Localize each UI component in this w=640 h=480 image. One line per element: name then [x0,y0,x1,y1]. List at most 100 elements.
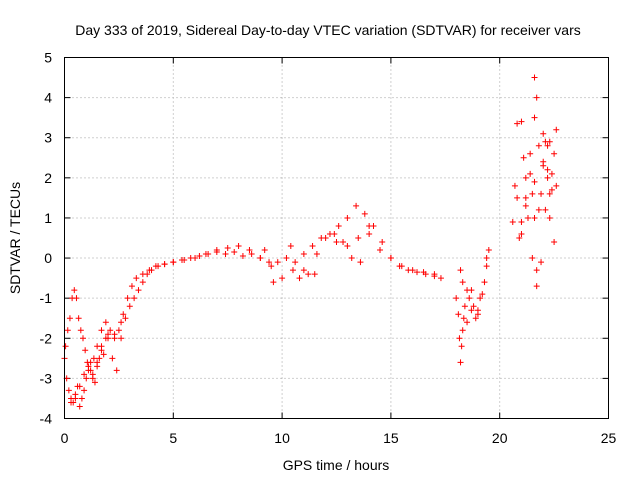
data-point [544,174,551,181]
data-point [514,194,521,201]
data-point [87,367,94,374]
data-point [553,182,560,189]
data-point [335,222,342,229]
data-point [457,359,464,366]
data-point [520,154,527,161]
data-point [514,120,521,127]
data-point [531,74,538,81]
data-point [458,343,465,350]
data-point [529,255,536,262]
data-point [522,194,529,201]
data-point [531,114,538,121]
data-point [170,259,177,266]
data-point [202,251,209,258]
data-point [474,311,481,318]
data-point [124,295,131,302]
data-point [79,335,86,342]
data-point [289,267,296,274]
y-tick-label: 1 [44,210,52,226]
data-point [72,395,79,402]
data-point [266,259,273,266]
data-point [551,150,558,157]
data-point [90,355,97,362]
data-point [414,269,421,276]
data-point [98,347,105,354]
plot-frame [64,57,609,419]
data-point [235,243,242,250]
data-point [96,355,103,362]
data-point [109,355,116,362]
data-point [257,255,264,262]
data-point [481,279,488,286]
data-point [459,279,466,286]
data-point [313,251,320,258]
data-point [538,190,545,197]
data-point [357,259,364,266]
data-point [344,214,351,221]
data-point [196,253,203,260]
data-point [477,295,484,302]
data-point [470,303,477,310]
data-point [518,230,525,237]
data-point [546,138,553,145]
data-point [126,303,133,310]
data-point [366,230,373,237]
data-point [139,271,146,278]
y-tick-label: 0 [44,250,52,266]
data-point [468,307,475,314]
data-point [248,251,255,258]
data-point [460,315,467,322]
data-point [85,363,92,370]
data-point [431,271,438,278]
data-point [192,255,199,262]
data-point [464,319,471,326]
data-point [91,379,98,386]
data-point [548,170,555,177]
data-point [366,222,373,229]
data-point [73,295,80,302]
data-point [387,255,394,262]
data-point [548,186,555,193]
data-point [518,218,525,225]
data-point [120,311,127,318]
data-point [535,206,542,213]
chart-title: Day 333 of 2019, Sidereal Day-to-day VTE… [75,22,581,38]
data-point [94,343,101,350]
data-point [239,253,246,260]
data-point [309,243,316,250]
data-point [128,283,135,290]
data-point [305,271,312,278]
data-point [516,235,523,241]
data-point [146,267,153,274]
y-tick-label: 3 [44,130,52,146]
data-point [139,279,146,286]
data-point [75,315,82,322]
data-point [311,271,318,278]
data-point [135,287,142,294]
data-point [161,261,168,268]
data-point [300,251,307,258]
data-point [100,351,107,358]
x-axis-label: GPS time / hours [283,457,390,473]
data-point [83,375,90,382]
data-point [527,170,534,177]
data-point [82,347,89,354]
data-point [509,218,516,225]
axis-ticks [64,57,609,419]
data-point [522,174,529,181]
data-point [479,291,486,298]
data-point [540,162,547,169]
data-point [377,247,384,254]
data-point [81,387,88,394]
data-point [379,239,386,246]
data-point [224,245,231,252]
data-point [283,255,290,262]
data-point [529,190,536,197]
data-point [270,279,277,286]
data-point [261,247,268,254]
data-point [551,239,558,246]
data-point [355,235,362,241]
data-point [213,247,220,254]
data-point [152,263,159,270]
data-point [483,263,490,270]
